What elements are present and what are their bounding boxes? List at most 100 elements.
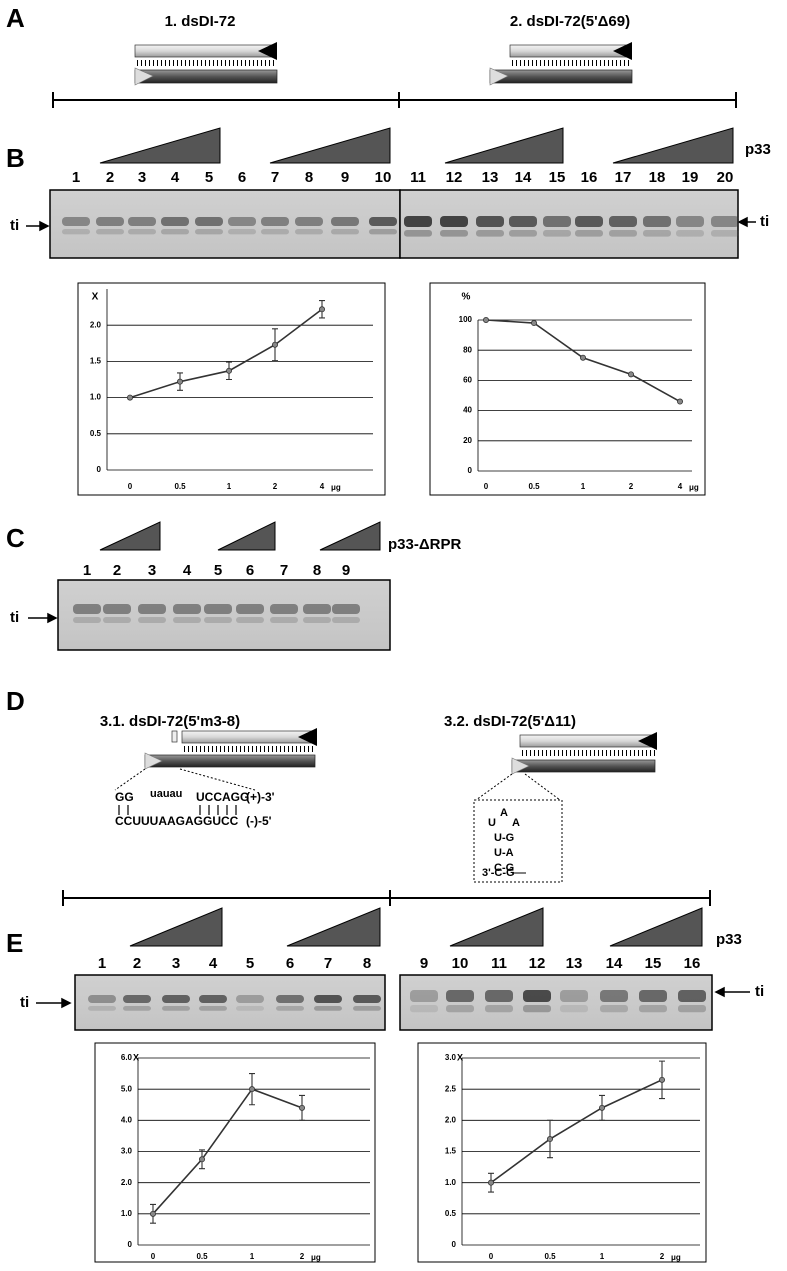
lane-number: 19 <box>682 169 699 186</box>
gel-band <box>600 990 628 1002</box>
wedge <box>609 907 703 947</box>
x-tick-label: 4 <box>678 482 683 491</box>
data-point <box>176 378 183 385</box>
lane-number: 13 <box>482 169 499 186</box>
gel-band <box>560 990 588 1002</box>
lane-number: 17 <box>615 169 632 186</box>
gel-band <box>609 230 637 237</box>
x-unit: μg <box>331 483 341 492</box>
y-axis-label: X <box>133 1052 139 1062</box>
y-axis-label: % <box>462 292 471 303</box>
x-tick-label: 2 <box>273 482 278 491</box>
x-tick-label: 2 <box>300 1252 305 1261</box>
gel-band <box>509 230 537 237</box>
data-line <box>152 1088 303 1215</box>
lane-number: 10 <box>375 169 392 186</box>
gel-band <box>609 216 637 227</box>
y-tick-label: 40 <box>463 406 472 415</box>
gel-band <box>485 990 513 1002</box>
lane-number: 2 <box>133 955 141 972</box>
wedge <box>99 521 161 551</box>
y-tick-label: 1.5 <box>90 357 102 366</box>
panel-label: B <box>6 143 25 173</box>
y-tick-label: 20 <box>463 436 472 445</box>
construct-name: 1. dsDI-72 <box>165 13 236 30</box>
gel-band <box>446 1005 474 1013</box>
x-unit: μg <box>671 1253 681 1262</box>
gel-band <box>138 604 166 614</box>
x-tick-label: 0.5 <box>528 482 540 491</box>
y-tick-label: 3.0 <box>445 1053 457 1062</box>
construct-name: 3.2. dsDI-72(5'Δ11) <box>444 713 576 730</box>
y-tick-label: 1.0 <box>445 1178 457 1187</box>
chart-frame <box>77 282 386 496</box>
chart-frame <box>429 282 706 496</box>
stem-pair: U-A <box>494 847 514 859</box>
lane-number: 3 <box>148 562 156 579</box>
x-tick-label: 0 <box>128 482 133 491</box>
band-label: ti <box>20 994 29 1011</box>
gel-band <box>162 995 190 1003</box>
wedge <box>99 127 221 164</box>
y-tick-label: 80 <box>463 345 472 354</box>
lane-number: 8 <box>363 955 371 972</box>
gel-band <box>276 1006 304 1011</box>
data-point <box>198 1156 205 1163</box>
construct <box>489 42 633 86</box>
data-point <box>531 320 538 327</box>
gel-band <box>73 604 101 614</box>
lane-number: 6 <box>238 169 246 186</box>
y-tick-label: 2.0 <box>90 320 102 329</box>
lane-number: 5 <box>246 955 254 972</box>
gel-band <box>123 1006 151 1011</box>
construct <box>134 42 278 86</box>
gel-band <box>711 216 739 227</box>
sequence: (-)-5' <box>246 814 272 828</box>
x-unit: μg <box>311 1253 321 1262</box>
y-tick-label: 1.0 <box>121 1209 133 1218</box>
y-tick-label: 6.0 <box>121 1053 133 1062</box>
wedge <box>449 907 544 947</box>
sequence: UCCAGG <box>196 790 249 804</box>
data-point <box>149 1210 156 1217</box>
x-tick-label: 2 <box>629 482 634 491</box>
gel-band <box>103 604 131 614</box>
gel-band <box>711 230 739 237</box>
loop-base: U <box>488 817 496 829</box>
gel-band <box>162 1006 190 1011</box>
panel-label: E <box>6 928 23 958</box>
gel-band <box>195 229 223 235</box>
gel-band <box>639 990 667 1002</box>
gel-band <box>161 229 189 235</box>
x-unit: μg <box>689 483 699 492</box>
wedge <box>217 521 276 551</box>
y-tick-label: 100 <box>459 315 473 324</box>
y-axis-label: X <box>92 292 99 303</box>
gel-band <box>678 1005 706 1013</box>
sequence: GG <box>115 790 134 804</box>
gel-band <box>270 617 298 623</box>
lane-number: 4 <box>171 169 180 186</box>
sequence: CCUUUAAGAGGUCC <box>115 814 239 828</box>
y-tick-label: 2.5 <box>445 1084 457 1093</box>
y-tick-label: 0 <box>452 1240 457 1249</box>
gel-band <box>676 230 704 237</box>
gel-band <box>600 1005 628 1013</box>
lane-number: 12 <box>446 169 463 186</box>
gel-band <box>173 604 201 614</box>
gel-band <box>676 216 704 227</box>
band-label: ti <box>755 983 764 1000</box>
lane-number: 9 <box>341 169 349 186</box>
gel-band <box>295 217 323 226</box>
lane-number: 13 <box>566 955 583 972</box>
data-point <box>599 1104 606 1111</box>
gel-band <box>314 995 342 1003</box>
construct <box>114 728 317 791</box>
y-axis-label: X <box>457 1052 463 1062</box>
lane-number: 8 <box>313 562 321 579</box>
gel-band <box>204 617 232 623</box>
data-point <box>547 1136 554 1143</box>
gel-band <box>575 230 603 237</box>
lane-number: 1 <box>98 955 106 972</box>
gel-band <box>128 229 156 235</box>
